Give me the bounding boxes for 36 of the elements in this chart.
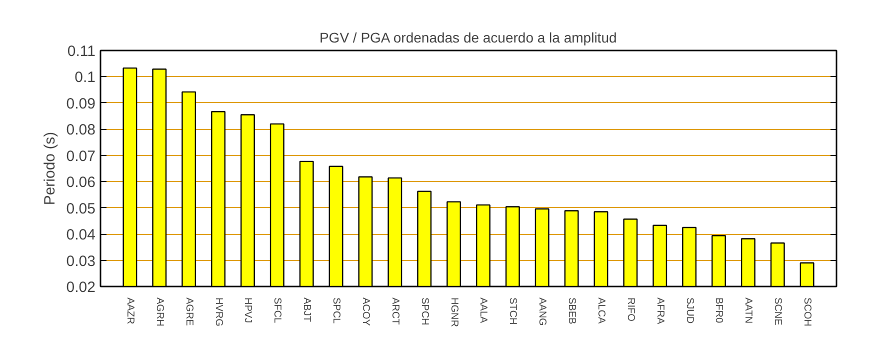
y-tick-label: 0.08 — [66, 122, 96, 139]
x-tick-label: ALCA — [595, 298, 606, 324]
x-tick-label: STCH — [507, 298, 518, 325]
x-tick-label: ARCT — [389, 298, 400, 325]
chart-title: PGV / PGA ordenadas de acuerdo a la amplitud — [319, 30, 617, 46]
y-axis-title: Periodo (s) — [41, 132, 58, 206]
y-tick-label: 0.04 — [66, 226, 96, 244]
x-tick-label: SPCL — [330, 298, 342, 324]
x-tick-label: SCOH — [802, 298, 813, 326]
y-tick-label: 0.05 — [66, 200, 96, 218]
x-tick-label: SBEB — [566, 298, 578, 325]
x-tick-label: ACOY — [360, 298, 371, 326]
x-tick-label: HVRG — [212, 298, 224, 327]
y-tick-label: 0.1 — [74, 69, 96, 86]
y-tick-label: 0.06 — [66, 174, 96, 192]
x-tick-label: AALA — [478, 298, 489, 324]
x-tick-label: AANG — [536, 298, 548, 326]
x-tick-label: AGRE — [183, 298, 194, 326]
x-tick-label: SFCL — [272, 298, 283, 324]
x-tick-label: AAZR — [124, 298, 136, 324]
y-tick-label: 0.07 — [66, 148, 96, 165]
x-tick-label: RIFO — [624, 298, 636, 322]
x-tick-label: AGRH — [154, 298, 165, 326]
x-tick-label: SPCH — [418, 298, 430, 326]
y-tick-label: 0.02 — [66, 279, 96, 296]
x-tick-label: HGNR — [448, 298, 460, 327]
x-tick-label: ABJT — [301, 298, 312, 322]
y-tick-label: 0.09 — [66, 95, 96, 112]
x-tick-label: AFRA — [654, 298, 666, 324]
y-tick-label: 0.11 — [67, 43, 96, 60]
y-tick-label: 0.03 — [66, 252, 96, 270]
x-tick-label: SCNE — [772, 298, 784, 326]
x-tick-label: BFR0 — [713, 298, 724, 324]
x-tick-label: HPVJ — [242, 298, 254, 324]
x-tick-label: SJUD — [684, 298, 695, 324]
x-tick-label: AATN — [742, 298, 754, 324]
